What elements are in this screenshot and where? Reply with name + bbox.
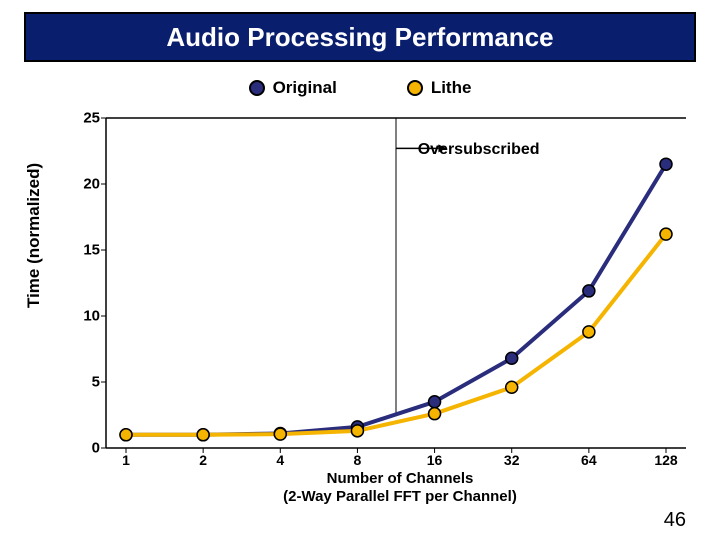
series-marker	[429, 396, 441, 408]
x-tick-label: 32	[504, 452, 520, 468]
chart-svg	[106, 118, 686, 448]
x-tick-label: 8	[354, 452, 362, 468]
y-tick-label: 0	[72, 440, 100, 457]
x-tick-label: 1	[122, 452, 130, 468]
legend: Original Lithe	[0, 78, 720, 98]
x-axis-label-line1: Number of Channels	[327, 470, 474, 487]
legend-item-original: Original	[249, 78, 337, 98]
x-tick-label: 4	[276, 452, 284, 468]
y-axis-label: Time (normalized)	[24, 163, 44, 308]
series-marker	[583, 285, 595, 297]
y-tick-label: 25	[72, 110, 100, 127]
y-tick-label: 5	[72, 374, 100, 391]
series-marker	[351, 425, 363, 437]
page-title: Audio Processing Performance	[166, 22, 553, 53]
legend-marker-lithe	[407, 80, 423, 96]
y-tick-label: 15	[72, 242, 100, 259]
series-marker	[660, 158, 672, 170]
x-axis-label: Number of Channels (2-Way Parallel FFT p…	[100, 470, 700, 506]
x-axis-label-line2: (2-Way Parallel FFT per Channel)	[283, 488, 517, 505]
series-marker	[274, 428, 286, 440]
legend-label-original: Original	[273, 78, 337, 98]
x-tick-label: 64	[581, 452, 597, 468]
page-number: 46	[664, 509, 686, 532]
x-tick-label: 2	[199, 452, 207, 468]
legend-item-lithe: Lithe	[407, 78, 472, 98]
title-bar: Audio Processing Performance	[24, 12, 696, 62]
plot-region: Oversubscribed	[106, 118, 686, 448]
x-tick-label: 16	[427, 452, 443, 468]
legend-marker-original	[249, 80, 265, 96]
legend-label-lithe: Lithe	[431, 78, 472, 98]
series-marker	[120, 429, 132, 441]
series-marker	[660, 228, 672, 240]
chart-area: Time (normalized) Oversubscribed Number …	[40, 108, 700, 508]
y-tick-label: 20	[72, 176, 100, 193]
series-marker	[429, 408, 441, 420]
y-tick-label: 10	[72, 308, 100, 325]
x-tick-label: 128	[654, 452, 677, 468]
annotation-oversubscribed: Oversubscribed	[418, 141, 540, 159]
series-marker	[583, 326, 595, 338]
series-marker	[197, 429, 209, 441]
series-marker	[506, 352, 518, 364]
series-marker	[506, 381, 518, 393]
